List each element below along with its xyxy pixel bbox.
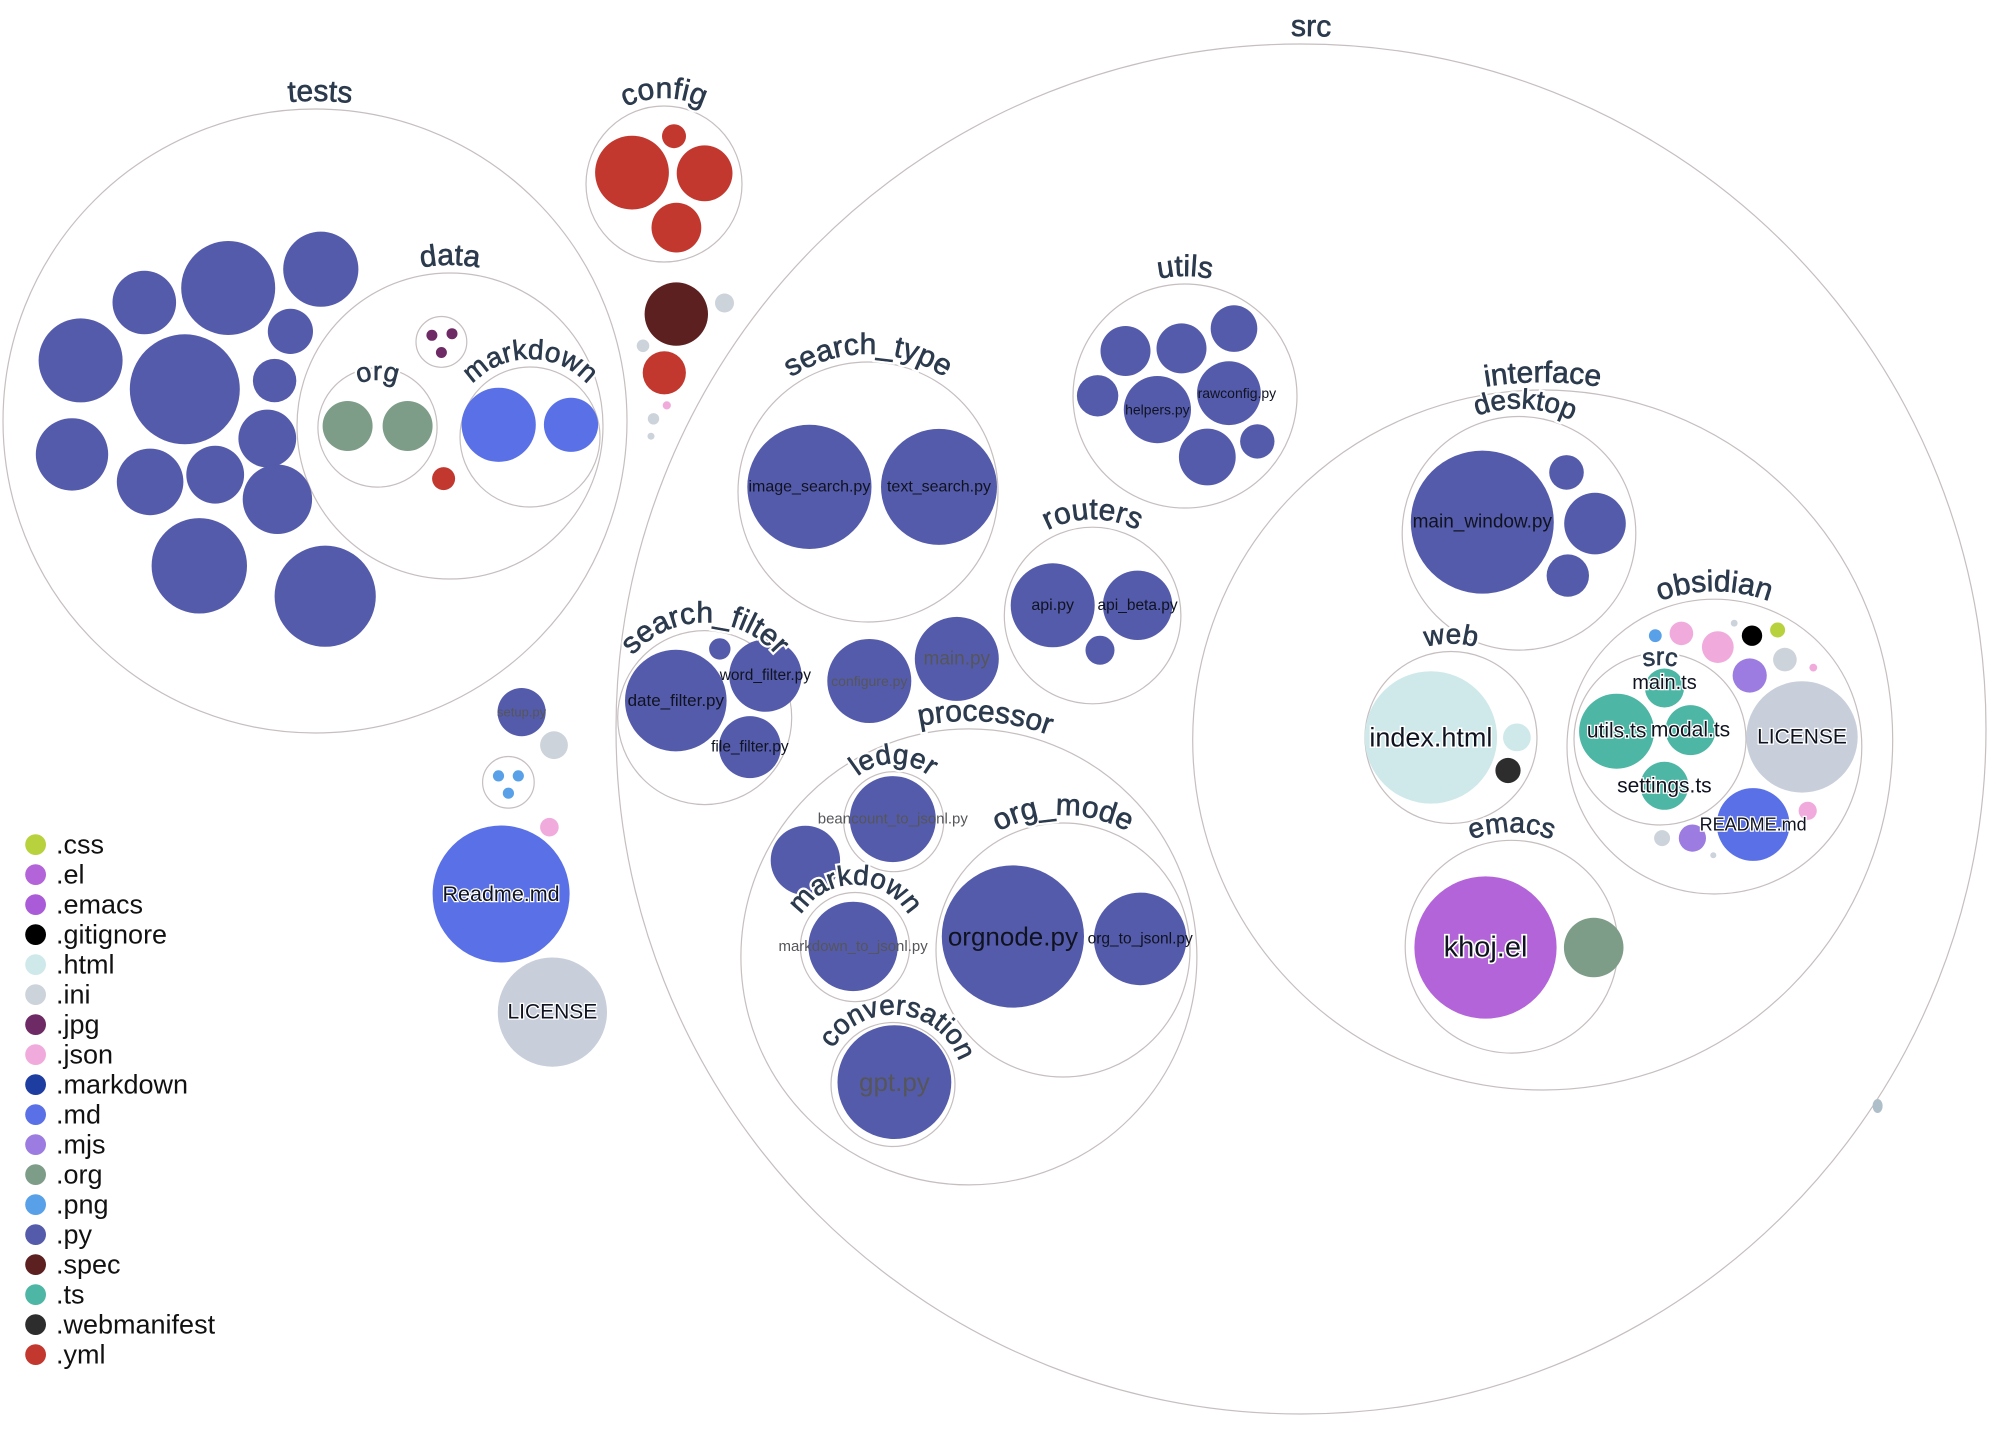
- svg-text:modal.ts: modal.ts: [1651, 719, 1730, 742]
- svg-text:src: src: [1291, 10, 1332, 44]
- svg-text:LICENSE: LICENSE: [507, 1001, 597, 1024]
- svg-text:data: data: [418, 239, 483, 275]
- svg-text:main.ts: main.ts: [1632, 672, 1696, 694]
- svg-text:helpers.py: helpers.py: [1125, 402, 1190, 418]
- svg-text:image_search.py: image_search.py: [748, 478, 870, 495]
- svg-text:Readme.md: Readme.md: [443, 882, 560, 906]
- svg-text:beancount_to_jsonl.py: beancount_to_jsonl.py: [818, 811, 969, 828]
- svg-text:.py: .py: [56, 1220, 93, 1250]
- svg-text:.json: .json: [56, 1040, 113, 1070]
- svg-text:api.py: api.py: [1031, 597, 1074, 614]
- svg-text:orgnode.py: orgnode.py: [948, 922, 1078, 952]
- svg-text:gpt.py: gpt.py: [859, 1067, 930, 1097]
- svg-text:.org: .org: [56, 1160, 103, 1190]
- svg-text:src: src: [1640, 643, 1679, 673]
- svg-text:settings.ts: settings.ts: [1617, 774, 1712, 797]
- svg-text:utils.ts: utils.ts: [1587, 720, 1647, 743]
- svg-text:org: org: [352, 356, 402, 389]
- svg-text:interface: interface: [1482, 356, 1604, 394]
- svg-text:src: src: [1640, 643, 1679, 673]
- svg-text:text_search.py: text_search.py: [887, 478, 991, 495]
- svg-text:org_to_jsonl.py: org_to_jsonl.py: [1088, 930, 1193, 947]
- svg-text:.emacs: .emacs: [56, 890, 143, 920]
- svg-text:markdown_to_jsonl.py: markdown_to_jsonl.py: [778, 938, 928, 955]
- svg-text:date_filter.py: date_filter.py: [628, 691, 725, 710]
- svg-text:.spec: .spec: [56, 1250, 121, 1280]
- svg-text:web: web: [1420, 618, 1481, 652]
- svg-text:api_beta.py: api_beta.py: [1098, 597, 1178, 614]
- svg-text:file_filter.py: file_filter.py: [711, 739, 789, 756]
- svg-text:data: data: [418, 239, 483, 275]
- svg-text:web: web: [1420, 618, 1481, 652]
- svg-text:main_window.py: main_window.py: [1413, 512, 1553, 533]
- svg-text:.jpg: .jpg: [56, 1010, 100, 1040]
- svg-text:main.py: main.py: [924, 648, 991, 669]
- svg-text:.ini: .ini: [56, 980, 91, 1010]
- svg-text:.markdown: .markdown: [56, 1070, 188, 1100]
- svg-text:.png: .png: [56, 1190, 109, 1220]
- svg-text:.el: .el: [56, 860, 85, 890]
- svg-text:.webmanifest: .webmanifest: [56, 1310, 216, 1340]
- svg-text:.gitignore: .gitignore: [56, 920, 167, 950]
- svg-text:interface: interface: [1482, 356, 1604, 394]
- svg-text:.mjs: .mjs: [56, 1130, 106, 1160]
- svg-text:khoj.el: khoj.el: [1444, 932, 1528, 964]
- svg-text:README.md: README.md: [1700, 815, 1807, 835]
- svg-text:word_filter.py: word_filter.py: [719, 667, 812, 684]
- svg-text:rawconfig.py: rawconfig.py: [1198, 385, 1277, 401]
- svg-text:configure.py: configure.py: [831, 673, 907, 689]
- svg-text:index.html: index.html: [1369, 722, 1492, 752]
- svg-text:.ts: .ts: [56, 1280, 85, 1310]
- svg-text:.html: .html: [56, 950, 115, 980]
- svg-text:tests: tests: [287, 75, 354, 110]
- svg-text:utils: utils: [1155, 250, 1216, 286]
- svg-text:setup.py: setup.py: [497, 705, 547, 720]
- svg-text:LICENSE: LICENSE: [1757, 725, 1847, 748]
- svg-text:src: src: [1291, 10, 1332, 44]
- svg-text:utils: utils: [1155, 250, 1216, 286]
- svg-text:org: org: [352, 356, 402, 389]
- svg-text:.md: .md: [56, 1100, 101, 1130]
- svg-text:.yml: .yml: [56, 1340, 106, 1370]
- svg-text:.css: .css: [56, 830, 104, 860]
